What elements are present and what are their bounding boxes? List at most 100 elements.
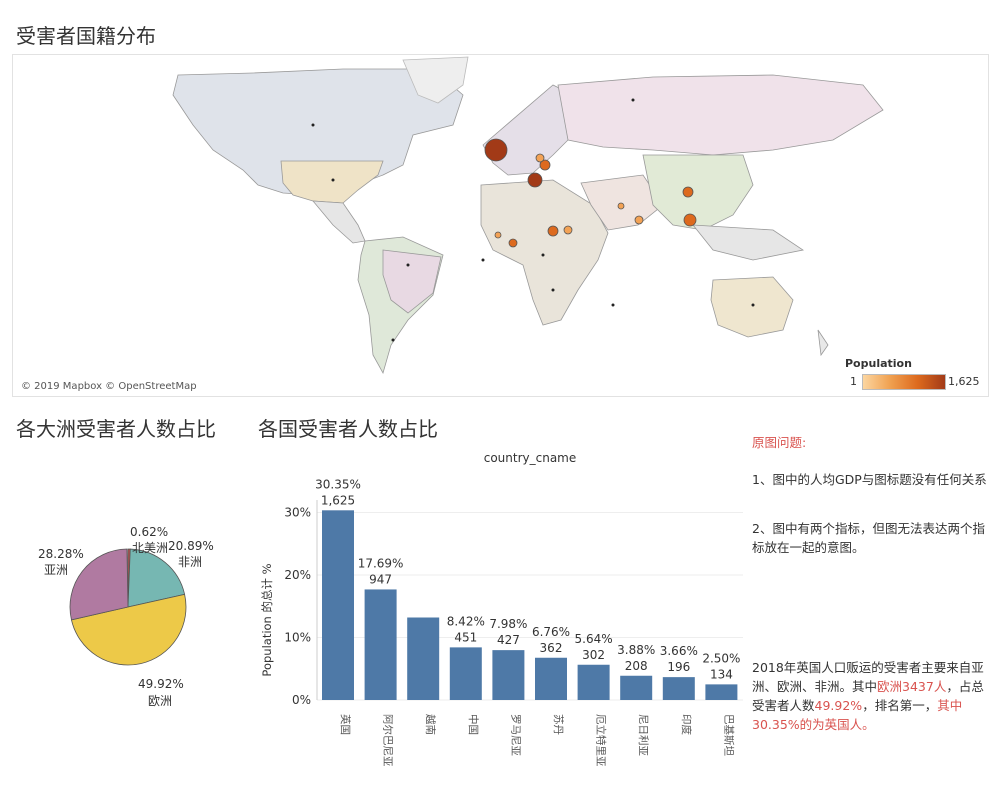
map-bubble-nigeria[interactable] bbox=[508, 238, 518, 248]
pie-slice-1[interactable] bbox=[127, 548, 186, 608]
bar-count-label-0: 1,625 bbox=[321, 493, 355, 507]
x-tick-0: 英国 bbox=[339, 714, 352, 735]
summary-part-2: ，占总受害者人数 bbox=[752, 679, 984, 713]
map-bubble-romania[interactable] bbox=[539, 159, 551, 171]
bar-section-title: 各国受害者人数占比 bbox=[258, 417, 438, 441]
y-tick-3: 30% bbox=[284, 506, 311, 520]
bar-chart-title: country_cname bbox=[484, 451, 577, 465]
summary-highlight-1: 欧洲3437人 bbox=[877, 679, 947, 694]
map-dot-0 bbox=[311, 123, 315, 127]
brazil-landmass bbox=[382, 249, 442, 314]
legend-min-label: 1 bbox=[850, 375, 857, 388]
x-tick-8: 印度 bbox=[680, 714, 693, 735]
bar-count-label-1: 947 bbox=[369, 572, 392, 586]
map-dot-5 bbox=[751, 303, 755, 307]
y-tick-0: 0% bbox=[292, 693, 311, 707]
pie-slice-3[interactable] bbox=[69, 548, 129, 621]
world-map[interactable]: © 2019 Mapbox © OpenStreetMap bbox=[12, 54, 989, 397]
bar-count-label-8: 196 bbox=[667, 660, 690, 674]
bar-3[interactable] bbox=[449, 647, 482, 700]
bar-pct-label-9: 2.50% bbox=[702, 651, 740, 665]
x-tick-6: 厄立特里亚 bbox=[595, 714, 608, 767]
russia-landmass bbox=[557, 74, 884, 156]
country-bar-chart[interactable]: country_cname Population 的总计 % 0% 10% 20% 3… bbox=[255, 440, 745, 795]
bar-pct-label-5: 6.76% bbox=[532, 625, 570, 639]
usa-landmass bbox=[280, 160, 384, 204]
bar-7[interactable] bbox=[620, 675, 653, 700]
bar-5[interactable] bbox=[535, 657, 567, 700]
note-item-2: 2、图中有两个指标，但图无法表达两个指标放在一起的意图。 bbox=[752, 521, 985, 555]
nz-landmass bbox=[817, 329, 829, 357]
bar-0[interactable] bbox=[322, 510, 354, 700]
bar-pct-label-6: 5.64% bbox=[575, 632, 613, 646]
bar-6[interactable] bbox=[577, 664, 610, 700]
map-dot-9 bbox=[541, 253, 545, 257]
bar-2[interactable] bbox=[407, 617, 440, 701]
map-bubble-china[interactable] bbox=[682, 186, 694, 198]
y-tick-1: 10% bbox=[284, 631, 311, 645]
southeast-asia-landmass bbox=[692, 224, 805, 261]
map-bubble-poland[interactable] bbox=[535, 153, 545, 163]
bar-count-label-3: 451 bbox=[454, 630, 477, 644]
pie-section-title: 各大洲受害者人数占比 bbox=[16, 417, 216, 441]
bar-8[interactable] bbox=[662, 677, 695, 700]
asia-landmass bbox=[642, 154, 754, 231]
pie-label-pct-europe: 49.92% bbox=[138, 677, 184, 691]
map-dot-4 bbox=[631, 98, 635, 102]
map-bubble-pakistan[interactable] bbox=[617, 202, 625, 210]
map-dot-6 bbox=[611, 303, 615, 307]
bar-series: 30.35% 1,625 英国 17.69% 947 阿尔巴尼亚 越南 8.42% 451 中国 7… bbox=[315, 477, 740, 767]
bar-9[interactable] bbox=[705, 684, 738, 700]
summary-part-3: ，排名第一， bbox=[862, 698, 938, 713]
x-tick-5: 苏丹 bbox=[552, 714, 565, 735]
pie-slices bbox=[69, 548, 187, 666]
bar-pct-label-3: 8.42% bbox=[447, 614, 485, 628]
pie-label-europe: 欧洲 bbox=[148, 694, 172, 708]
map-dot-3 bbox=[391, 338, 395, 342]
map-dot-8 bbox=[481, 258, 485, 262]
map-section-title: 受害者国籍分布 bbox=[16, 24, 156, 48]
x-tick-1: 阿尔巴尼亚 bbox=[382, 714, 395, 767]
map-dot-7 bbox=[551, 288, 555, 292]
bar-1[interactable] bbox=[364, 589, 397, 700]
pie-slice-2[interactable] bbox=[70, 593, 187, 666]
map-bubble-albania[interactable] bbox=[527, 172, 543, 188]
map-attribution[interactable]: © 2019 Mapbox © OpenStreetMap bbox=[21, 381, 197, 392]
map-bubble-uk[interactable] bbox=[484, 138, 508, 162]
bar-count-label-5: 362 bbox=[540, 641, 563, 655]
map-bubble-ghana[interactable] bbox=[494, 231, 502, 239]
x-tick-2: 越南 bbox=[424, 714, 437, 735]
map-canvas[interactable] bbox=[13, 55, 988, 396]
bar-count-label-4: 427 bbox=[497, 633, 520, 647]
y-tick-2: 20% bbox=[284, 568, 311, 582]
legend-color-ramp bbox=[862, 374, 946, 390]
map-bubble-eritrea[interactable] bbox=[563, 225, 573, 235]
summary-highlight-2: 49.92% bbox=[814, 698, 863, 713]
map-bubble-vietnam[interactable] bbox=[683, 213, 697, 227]
continent-pie-chart[interactable]: 0.62% 北美洲 20.89% 非洲 28.28% 亚洲 49.92% 欧洲 bbox=[20, 500, 240, 730]
map-dot-1 bbox=[331, 178, 335, 182]
middle-east-landmass bbox=[580, 174, 664, 231]
bar-pct-label-7: 3.88% bbox=[617, 643, 655, 657]
map-dot-2 bbox=[406, 263, 410, 267]
pie-label-north-america: 北美洲 bbox=[132, 541, 168, 555]
bar-pct-label-0: 30.35% bbox=[315, 477, 361, 491]
x-tick-9: 巴基斯坦 bbox=[722, 714, 735, 756]
x-tick-7: 尼日利亚 bbox=[637, 714, 649, 756]
legend-max-label: 1,625 bbox=[948, 375, 980, 388]
map-bubble-sudan[interactable] bbox=[547, 225, 559, 237]
pie-label-pct-north-america: 0.62% bbox=[130, 525, 168, 539]
x-tick-3: 中国 bbox=[467, 714, 480, 735]
note-item-1: 1、图中的人均GDP与图标题没有任何关系 bbox=[752, 472, 987, 487]
greenland-landmass bbox=[402, 56, 469, 104]
map-bubbles bbox=[311, 98, 755, 342]
bar-count-label-7: 208 bbox=[625, 659, 648, 673]
pie-label-africa: 非洲 bbox=[178, 555, 202, 569]
bar-count-label-9: 134 bbox=[710, 667, 733, 681]
y-axis: 0% 10% 20% 30% bbox=[284, 500, 743, 707]
map-bubble-india[interactable] bbox=[634, 215, 644, 225]
bar-4[interactable] bbox=[492, 650, 525, 700]
notes-title: 原图问题: bbox=[752, 435, 807, 450]
legend-title: Population bbox=[845, 357, 912, 370]
central-america-landmass bbox=[312, 200, 366, 244]
